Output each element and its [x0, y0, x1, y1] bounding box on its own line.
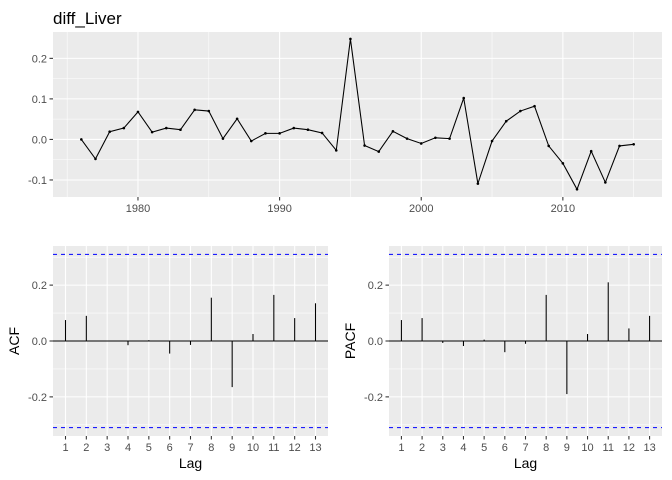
- y-tick-label: 0.2: [32, 280, 47, 292]
- acf-y-axis-title: ACF: [6, 327, 22, 355]
- x-tick-label: 3: [440, 442, 446, 454]
- x-tick-label: 9: [229, 442, 235, 454]
- x-tick-label: 6: [167, 442, 173, 454]
- x-tick-label: 13: [309, 442, 321, 454]
- y-tick-label: -0.2: [28, 392, 47, 404]
- series-point: [193, 108, 196, 112]
- x-tick-label: 9: [564, 442, 570, 454]
- series-point: [448, 137, 451, 140]
- y-tick-label: 0.2: [32, 53, 47, 65]
- x-tick-label: 1990: [267, 203, 291, 215]
- x-tick-label: 5: [481, 442, 487, 454]
- series-point: [589, 149, 593, 153]
- series-point: [136, 110, 140, 114]
- y-tick-label: -0.1: [28, 175, 47, 187]
- series-point: [320, 131, 324, 135]
- series-point: [221, 137, 225, 140]
- series-point: [122, 126, 126, 130]
- x-tick-label: 12: [289, 442, 301, 454]
- series-point: [306, 128, 310, 132]
- series-point: [547, 144, 550, 148]
- series-point: [334, 149, 338, 152]
- x-tick-label: 12: [623, 442, 635, 454]
- y-tick-label: 0.2: [368, 280, 383, 292]
- y-tick-label: -0.2: [364, 392, 383, 404]
- x-tick-label: 4: [460, 442, 466, 454]
- x-tick-label: 1: [62, 442, 68, 454]
- series-point: [575, 187, 579, 191]
- series-point: [363, 144, 366, 147]
- x-tick-label: 2: [83, 442, 89, 454]
- pacf-y-axis-title: PACF: [342, 323, 358, 359]
- y-tick-label: 0.0: [32, 134, 47, 146]
- series-point: [519, 109, 522, 113]
- x-tick-label: 2010: [551, 203, 575, 215]
- series-point: [504, 119, 508, 123]
- x-tick-label: 10: [581, 442, 593, 454]
- x-tick-label: 2: [419, 442, 425, 454]
- series-point: [278, 132, 281, 135]
- series-point: [80, 138, 83, 141]
- y-tick-label: 0.0: [368, 336, 383, 348]
- series-point: [150, 130, 154, 134]
- series-panel: 1980 1990 2000 2010 -0.1 0.0 0.1 0.2 diff_Liver: [28, 9, 662, 215]
- series-point: [405, 137, 409, 140]
- series-point: [476, 182, 480, 185]
- x-tick-label: 5: [146, 442, 152, 454]
- x-tick-label: 1: [398, 442, 404, 454]
- series-point: [249, 139, 253, 143]
- x-tick-label: 7: [522, 442, 528, 454]
- plot-title: diff_Liver: [53, 9, 122, 28]
- series-point: [108, 130, 111, 134]
- series-point: [292, 126, 296, 130]
- series-point: [235, 117, 239, 121]
- series-point: [462, 96, 466, 100]
- acf-x-axis-title: Lag: [179, 455, 202, 471]
- series-point: [264, 132, 267, 135]
- series-panel-background: [53, 32, 662, 197]
- series-point: [165, 126, 168, 130]
- series-point: [604, 181, 607, 184]
- series-point: [561, 162, 565, 165]
- x-tick-label: 11: [603, 442, 614, 454]
- series-point: [632, 142, 635, 146]
- series-point: [533, 104, 536, 108]
- x-tick-label: 2000: [409, 203, 433, 215]
- series-point: [490, 139, 494, 143]
- series-point: [179, 128, 182, 132]
- x-tick-label: 3: [104, 442, 110, 454]
- series-point: [434, 136, 437, 140]
- series-point: [207, 109, 211, 113]
- x-tick-label: 1980: [126, 203, 150, 215]
- series-point: [349, 37, 352, 41]
- series-point: [618, 144, 621, 148]
- x-tick-label: 10: [247, 442, 259, 454]
- x-tick-label: 8: [208, 442, 214, 454]
- y-tick-label: 0.0: [32, 336, 47, 348]
- x-tick-label: 7: [187, 442, 193, 454]
- series-point: [377, 150, 381, 153]
- series-point: [391, 130, 395, 133]
- x-tick-label: 4: [125, 442, 131, 454]
- series-point: [94, 157, 97, 161]
- x-tick-label: 13: [643, 442, 655, 454]
- x-tick-label: 6: [502, 442, 508, 454]
- y-tick-label: 0.1: [32, 94, 47, 106]
- x-tick-label: 11: [268, 442, 279, 454]
- series-line: [80, 38, 634, 191]
- x-tick-label: 8: [543, 442, 549, 454]
- pacf-x-axis-title: Lag: [514, 455, 537, 471]
- series-point: [419, 142, 423, 145]
